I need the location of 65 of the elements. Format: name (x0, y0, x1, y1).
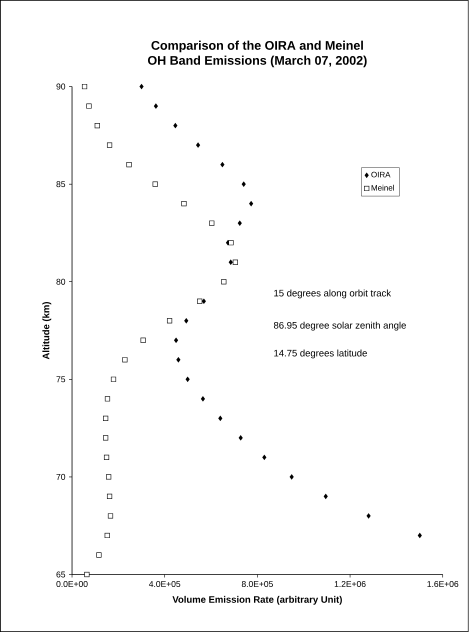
point (104, 532, 110, 538)
point (103, 435, 108, 440)
point (202, 298, 206, 304)
point (167, 318, 172, 324)
point (218, 416, 222, 421)
x-tick-label: 8.0E+05 (242, 581, 274, 588)
point (184, 318, 188, 324)
point (209, 220, 215, 226)
point (154, 103, 158, 109)
point (86, 103, 92, 109)
y-axis-title: Altitude (km) (42, 302, 52, 360)
point (105, 396, 110, 402)
x-tick-label: 4.0E+05 (149, 581, 180, 588)
point (242, 182, 246, 187)
point (111, 376, 116, 382)
point (84, 572, 90, 578)
point (324, 494, 328, 500)
x-tick-label: 0.0E+00 (56, 581, 88, 588)
x-axis-title: Volume Emission Rate (arbitrary Unit) (172, 596, 342, 605)
point (197, 298, 202, 304)
point (103, 416, 108, 421)
point (82, 84, 88, 90)
annotation: 14.75 degrees latitude (274, 350, 368, 358)
y-tick-label: 70 (56, 474, 66, 480)
annotation: 86.95 degree solar zenith angle (274, 322, 406, 331)
point (201, 396, 206, 402)
annotation: 15 degrees along orbit track (274, 290, 392, 298)
point (173, 122, 178, 128)
point (104, 454, 110, 460)
point (140, 338, 146, 343)
point (152, 182, 158, 187)
point (106, 474, 112, 480)
point (94, 122, 100, 128)
point (228, 240, 234, 246)
point (176, 357, 181, 362)
point (262, 454, 267, 460)
point (221, 279, 227, 284)
y-tick-label: 75 (56, 376, 66, 382)
point (186, 376, 190, 382)
point (174, 338, 178, 343)
x-tick-label: 1.2E+06 (334, 581, 366, 588)
point (107, 494, 112, 500)
chart-title: Comparison of the OIRA and Meinel OH Band Emissions (March 07, 2002) (148, 40, 367, 68)
point (366, 513, 371, 519)
y-tick-label: 85 (56, 181, 66, 188)
point (220, 162, 225, 168)
y-tick-label: 90 (56, 84, 66, 90)
point (140, 84, 144, 90)
point (107, 142, 112, 148)
y-tick-label: 80 (56, 278, 66, 285)
x-tick-label: 1.6E+06 (428, 581, 458, 588)
point (126, 162, 132, 168)
point (418, 532, 422, 538)
y-tick-label: 65 (56, 571, 66, 578)
point (228, 260, 233, 265)
point (122, 357, 128, 362)
point (232, 260, 238, 265)
point (249, 201, 254, 206)
point (238, 220, 242, 226)
point (290, 474, 294, 480)
point (96, 552, 102, 558)
point (238, 435, 243, 440)
point (196, 142, 200, 148)
point (181, 201, 187, 206)
point (108, 513, 114, 519)
